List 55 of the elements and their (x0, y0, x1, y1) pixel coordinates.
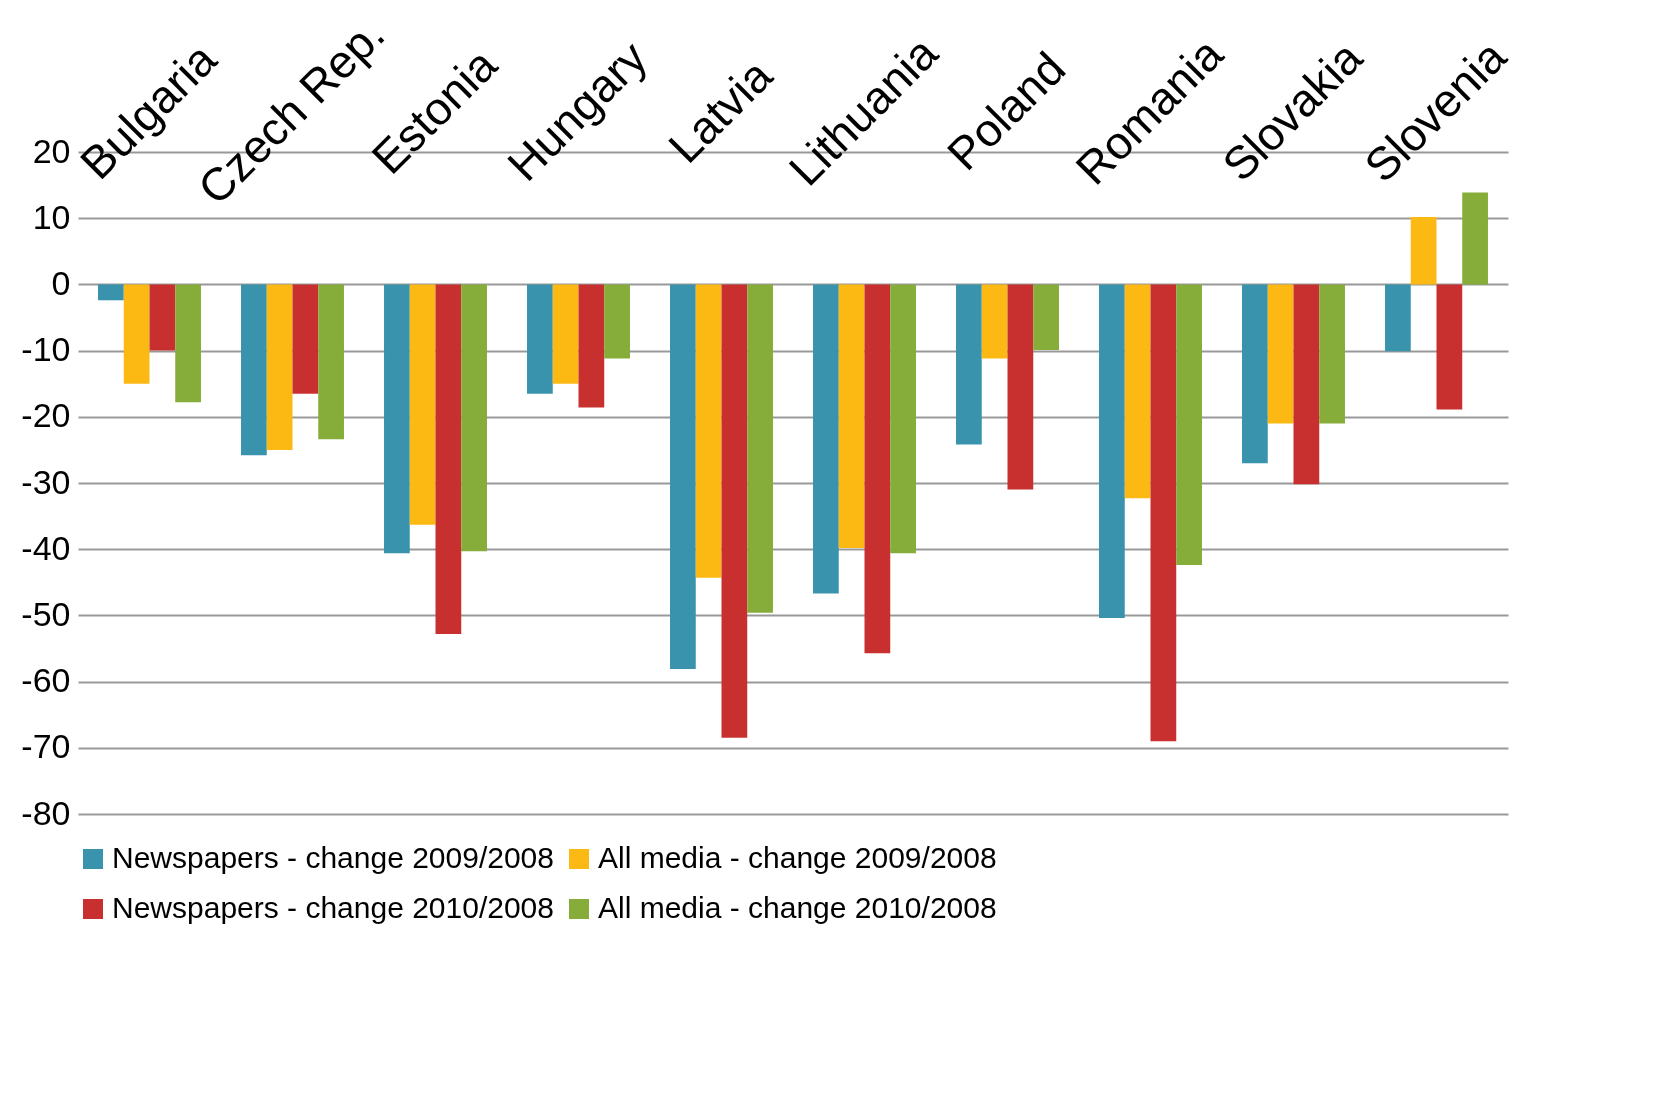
bar (1293, 284, 1320, 485)
legend-label: All media - change 2009/2008 (598, 841, 997, 874)
y-tick-label: 0 (51, 263, 71, 302)
bar (956, 284, 982, 445)
bar (813, 284, 839, 594)
y-tick-label: -80 (21, 793, 71, 832)
y-tick-label: -30 (21, 462, 71, 501)
bar (890, 284, 916, 554)
bar (1319, 284, 1345, 424)
bar (670, 284, 696, 670)
bar (241, 284, 267, 456)
bar (552, 284, 579, 384)
bar (318, 284, 344, 440)
bar (1410, 216, 1437, 285)
bar (1385, 284, 1411, 352)
bar (838, 284, 865, 548)
y-tick-label: -60 (21, 661, 71, 700)
bar (384, 284, 410, 554)
bar (721, 284, 748, 738)
bar (266, 284, 293, 450)
bar (747, 284, 773, 613)
bar (175, 284, 201, 403)
bar (1033, 284, 1059, 350)
bar (1099, 284, 1125, 619)
bar (578, 284, 605, 408)
y-tick-label: -50 (21, 594, 71, 633)
y-tick-label: -20 (21, 396, 71, 435)
bar (435, 284, 462, 634)
bar (695, 284, 722, 578)
bar (1462, 192, 1488, 285)
bar (292, 284, 319, 394)
legend-label: Newspapers - change 2010/2008 (112, 891, 554, 924)
bar (409, 284, 436, 525)
bar (461, 284, 487, 552)
bar (1150, 284, 1177, 742)
y-tick-label: 10 (32, 197, 71, 236)
bar (149, 284, 176, 351)
bar (864, 284, 891, 654)
y-tick-label: -40 (21, 528, 71, 567)
bar (527, 284, 553, 394)
y-tick-label: 20 (32, 131, 71, 170)
bar (1124, 284, 1151, 499)
bar (1267, 284, 1294, 424)
y-tick-label: -70 (21, 727, 71, 766)
bar (123, 284, 150, 384)
bar (98, 284, 124, 301)
legend-label: Newspapers - change 2009/2008 (112, 841, 554, 874)
bar (604, 284, 630, 359)
bar (1436, 284, 1463, 410)
bar (981, 284, 1008, 359)
bar (1176, 284, 1202, 566)
legend-label: All media - change 2010/2008 (598, 891, 997, 924)
y-tick-label: -10 (21, 330, 71, 369)
bar (1007, 284, 1034, 490)
bar (1242, 284, 1268, 464)
